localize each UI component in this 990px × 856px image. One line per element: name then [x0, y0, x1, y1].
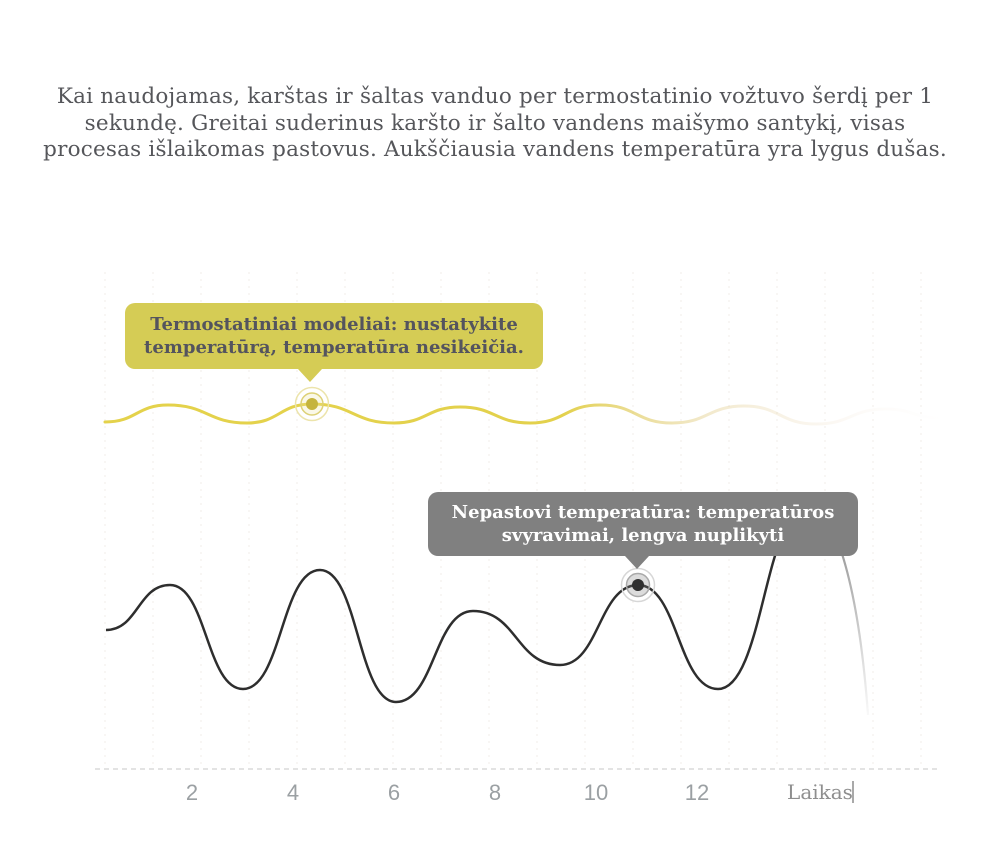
heading-text: Kai naudojamas, karštas ir šaltas vanduo… — [43, 84, 947, 162]
x-tick-label: 8 — [489, 780, 501, 805]
x-tick-label: 10 — [584, 780, 608, 805]
callout-thermostatic: Termostatiniai modeliai: nustatykite tem… — [125, 303, 543, 382]
x-tick-label: 6 — [388, 780, 400, 805]
stable-temperature-line — [103, 402, 942, 426]
callout-unstable: Nepastovi temperatūra: temperatūros svyr… — [428, 492, 858, 569]
x-tick-label: 4 — [287, 780, 299, 805]
x-tick-label: 12 — [685, 780, 709, 805]
callout-pointer-down-icon — [625, 556, 649, 569]
callout-thermostatic-text: Termostatiniai modeliai: nustatykite tem… — [144, 314, 524, 358]
unstable-temperature-line — [105, 503, 811, 704]
x-axis-title: Laikas — [787, 780, 853, 804]
stable-marker-outer-ring-icon — [294, 386, 330, 422]
callout-pointer-down-icon — [298, 369, 322, 382]
x-tick-label: 2 — [186, 780, 198, 805]
unstable-marker-dot-icon — [632, 579, 644, 591]
callout-unstable-text: Nepastovi temperatūra: temperatūros svyr… — [451, 502, 835, 546]
stable-marker-dot-icon — [306, 398, 318, 410]
